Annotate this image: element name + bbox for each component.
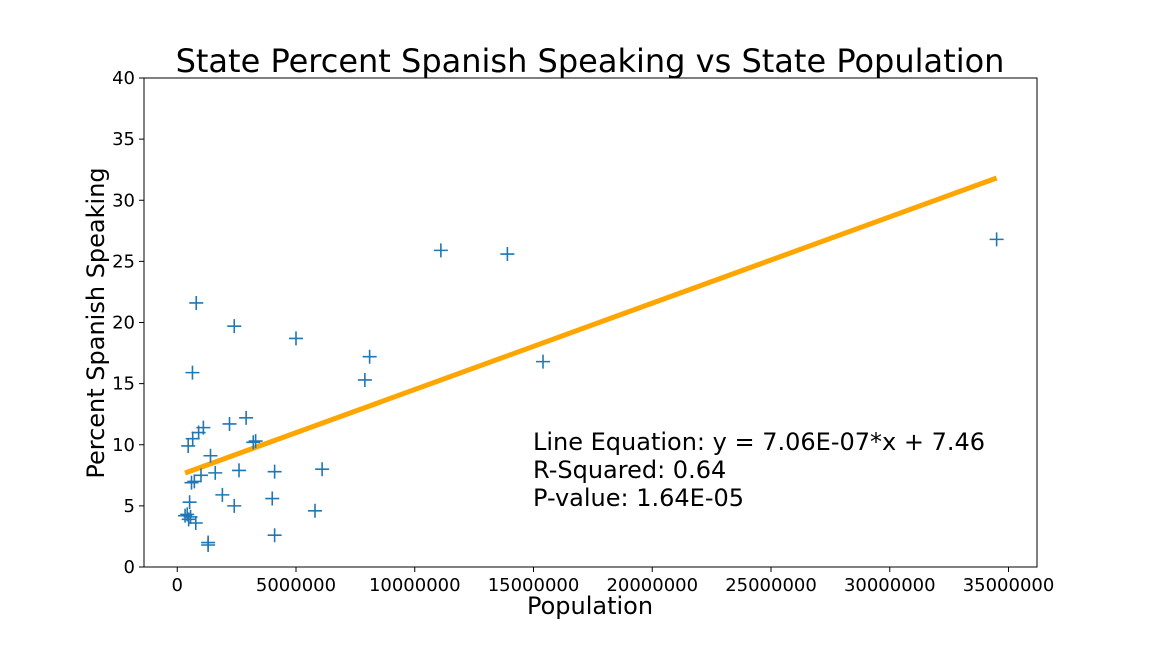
chart-title: State Percent Spanish Speaking vs State … bbox=[176, 42, 1005, 80]
y-tick-label: 5 bbox=[124, 496, 135, 517]
scatter-point bbox=[239, 410, 254, 425]
x-tick-label: 15000000 bbox=[488, 575, 580, 596]
plot-area: 0 5 10 15 20 25 30 35 40 0 5000000 10000000 15000000… bbox=[112, 68, 1054, 596]
scatter-point bbox=[227, 319, 242, 334]
scatter-point bbox=[362, 349, 377, 364]
scatter-point bbox=[185, 431, 200, 446]
scatter-point bbox=[248, 434, 263, 449]
scatter-point bbox=[181, 438, 196, 453]
x-tick-label: 10000000 bbox=[369, 575, 461, 596]
y-tick-label: 0 bbox=[124, 557, 135, 578]
x-axis-label: Population bbox=[527, 592, 653, 620]
scatter-point bbox=[189, 295, 204, 310]
y-tick-label: 15 bbox=[112, 374, 135, 395]
scatter-point bbox=[181, 512, 196, 527]
y-tick-label: 25 bbox=[112, 251, 135, 272]
x-tick-label: 20000000 bbox=[606, 575, 698, 596]
plot-frame bbox=[143, 77, 1038, 568]
scatter-point bbox=[182, 495, 197, 510]
scatter-point bbox=[208, 465, 223, 480]
x-tick-label: 5000000 bbox=[256, 575, 336, 596]
line-equation-annotation: Line Equation: y = 7.06E-07*x + 7.46 bbox=[533, 428, 985, 456]
scatter-point bbox=[267, 528, 282, 543]
scatter-point bbox=[184, 475, 199, 490]
scatter-point bbox=[308, 503, 322, 518]
scatter-point bbox=[194, 468, 208, 483]
x-tick-label: 30000000 bbox=[844, 575, 936, 596]
scatter-point bbox=[183, 509, 198, 524]
scatter-point bbox=[232, 463, 246, 478]
scatter-point bbox=[201, 537, 216, 552]
scatter-point bbox=[433, 243, 448, 258]
scatter-point bbox=[196, 420, 211, 435]
scatter-point bbox=[187, 474, 202, 489]
y-tick-label: 35 bbox=[112, 129, 135, 150]
scatter-point bbox=[289, 331, 303, 346]
y-tick-label: 20 bbox=[112, 313, 135, 334]
p-value-annotation: P-value: 1.64E-05 bbox=[533, 484, 744, 512]
scatter-point bbox=[357, 372, 372, 387]
y-axis-label: Percent Spanish Speaking bbox=[82, 167, 110, 478]
scatter-point bbox=[267, 464, 282, 479]
x-tick-label: 0 bbox=[172, 575, 183, 596]
scatter-point bbox=[222, 416, 237, 431]
regression-line bbox=[184, 175, 998, 476]
y-tick-label: 10 bbox=[112, 435, 135, 456]
scatter-point bbox=[500, 247, 515, 262]
scatter-point bbox=[315, 462, 330, 477]
scatter-point bbox=[227, 498, 242, 513]
y-tick-label: 40 bbox=[112, 68, 135, 89]
scatter-point bbox=[989, 232, 1004, 247]
x-tick-label: 35000000 bbox=[963, 575, 1055, 596]
scatter-point bbox=[215, 487, 230, 502]
scatter-point bbox=[536, 354, 550, 369]
y-tick-label: 30 bbox=[112, 190, 135, 211]
r-squared-annotation: R-Squared: 0.64 bbox=[533, 456, 726, 484]
scatter-point bbox=[185, 365, 200, 380]
x-tick-label: 25000000 bbox=[725, 575, 817, 596]
scatter-point bbox=[203, 448, 218, 463]
scatter-point bbox=[246, 435, 261, 450]
scatter-point bbox=[265, 491, 280, 506]
